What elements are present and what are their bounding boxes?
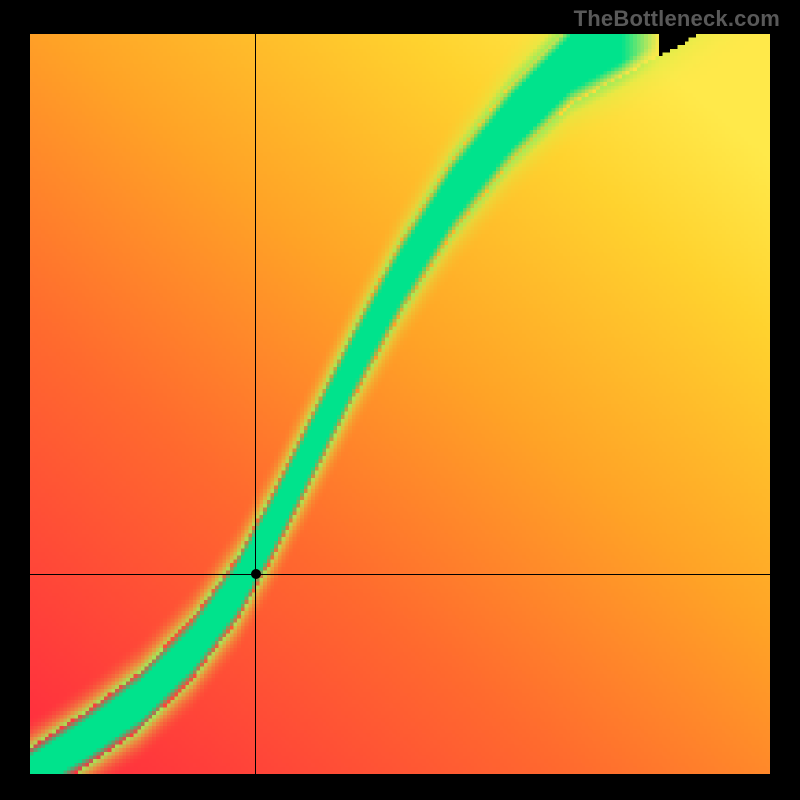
bottleneck-heatmap bbox=[30, 34, 770, 774]
crosshair-vertical bbox=[255, 34, 256, 774]
crosshair-marker bbox=[251, 569, 261, 579]
crosshair-horizontal bbox=[30, 574, 770, 575]
chart-container: TheBottleneck.com bbox=[0, 0, 800, 800]
watermark-text: TheBottleneck.com bbox=[574, 6, 780, 32]
